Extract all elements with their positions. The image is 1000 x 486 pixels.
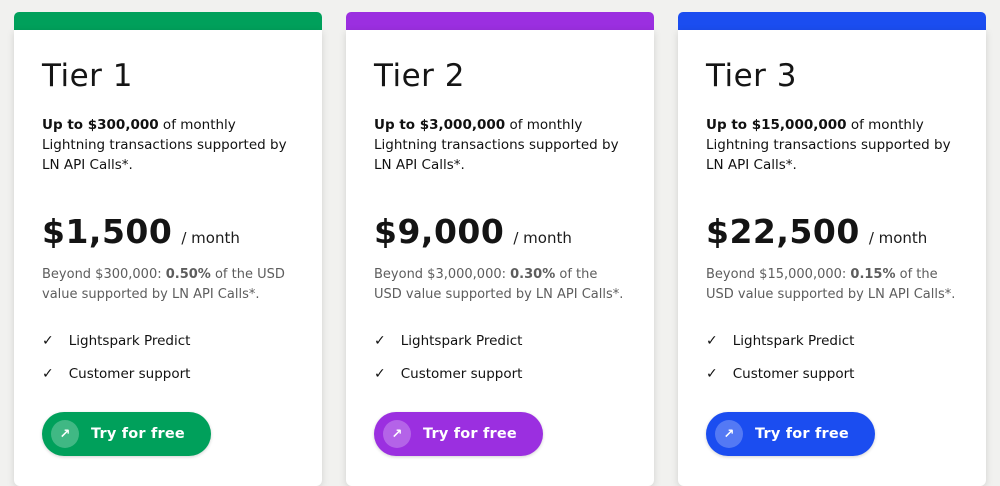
arrow-up-right-icon: ↗ [383, 420, 411, 449]
tier-accent-bar [678, 12, 986, 30]
price-line: $1,500 / month [42, 212, 294, 251]
pricing-card: Tier 2 Up to $3,000,000 of monthly Light… [346, 30, 654, 486]
cta-label: Try for free [91, 426, 185, 443]
price-amount: $1,500 [42, 211, 173, 251]
check-icon: ✓ [42, 366, 54, 383]
try-for-free-button[interactable]: ↗ Try for free [42, 412, 211, 457]
overage-note: Beyond $15,000,000: 0.15% of the USD val… [706, 265, 958, 305]
cta-label: Try for free [423, 426, 517, 443]
check-icon: ✓ [42, 333, 54, 350]
tier-description: Up to $300,000 of monthly Lightning tran… [42, 116, 294, 176]
pricing-column-tier-1: Tier 1 Up to $300,000 of monthly Lightni… [14, 12, 322, 486]
pricing-table: Tier 1 Up to $300,000 of monthly Lightni… [14, 12, 986, 486]
overage-rate: 0.50% [165, 266, 211, 282]
feature-item: ✓ Customer support [706, 366, 958, 382]
tier-description: Up to $15,000,000 of monthly Lightning t… [706, 116, 958, 176]
pricing-card: Tier 1 Up to $300,000 of monthly Lightni… [14, 30, 322, 486]
overage-note: Beyond $300,000: 0.50% of the USD value … [42, 265, 294, 305]
pricing-column-tier-2: Tier 2 Up to $3,000,000 of monthly Light… [346, 12, 654, 486]
price-period: / month [513, 228, 572, 247]
check-icon: ✓ [706, 333, 718, 350]
pricing-column-tier-3: Tier 3 Up to $15,000,000 of monthly Ligh… [678, 12, 986, 486]
price-line: $22,500 / month [706, 212, 958, 251]
tier-limit: Up to $3,000,000 [374, 117, 506, 133]
try-for-free-button[interactable]: ↗ Try for free [706, 412, 875, 457]
tier-limit: Up to $300,000 [42, 117, 159, 133]
feature-label: Lightspark Predict [732, 333, 855, 350]
feature-list: ✓ Lightspark Predict ✓ Customer support [374, 333, 626, 382]
price-period: / month [181, 228, 240, 247]
arrow-up-right-icon: ↗ [715, 420, 743, 449]
feature-item: ✓ Lightspark Predict [706, 333, 958, 349]
tier-limit: Up to $15,000,000 [706, 117, 847, 133]
price-amount: $22,500 [706, 211, 860, 251]
tier-description-text: of monthly Lightning transactions suppor… [42, 117, 287, 173]
overage-pre: Beyond $300,000: [42, 266, 166, 282]
feature-label: Customer support [732, 366, 855, 383]
tier-title: Tier 2 [374, 58, 465, 94]
price-period: / month [868, 228, 928, 247]
feature-label: Lightspark Predict [68, 333, 191, 350]
tier-description-text: of monthly Lightning transactions suppor… [374, 117, 619, 173]
pricing-card: Tier 3 Up to $15,000,000 of monthly Ligh… [678, 30, 986, 486]
tier-title: Tier 3 [706, 58, 797, 94]
feature-list: ✓ Lightspark Predict ✓ Customer support [42, 333, 294, 382]
tier-title: Tier 1 [42, 58, 133, 94]
overage-rate: 0.15% [850, 266, 896, 282]
feature-item: ✓ Lightspark Predict [42, 333, 294, 349]
overage-post: of the USD value supported by LN API Cal… [706, 266, 956, 303]
check-icon: ✓ [706, 366, 718, 383]
tier-accent-bar [14, 12, 322, 30]
overage-note: Beyond $3,000,000: 0.30% of the USD valu… [374, 265, 626, 305]
overage-post: of the USD value supported by LN API Cal… [374, 266, 624, 303]
overage-pre: Beyond $3,000,000: [374, 266, 511, 282]
overage-pre: Beyond $15,000,000: [706, 266, 851, 282]
tier-accent-bar [346, 12, 654, 30]
tier-description: Up to $3,000,000 of monthly Lightning tr… [374, 116, 626, 176]
feature-item: ✓ Customer support [374, 366, 626, 382]
feature-label: Customer support [68, 366, 191, 383]
feature-item: ✓ Lightspark Predict [374, 333, 626, 349]
price-amount: $9,000 [374, 211, 505, 251]
arrow-up-right-icon: ↗ [51, 420, 79, 449]
feature-label: Lightspark Predict [400, 333, 523, 350]
feature-item: ✓ Customer support [42, 366, 294, 382]
overage-post: of the USD value supported by LN API Cal… [42, 266, 285, 303]
feature-label: Customer support [400, 366, 523, 383]
feature-list: ✓ Lightspark Predict ✓ Customer support [706, 333, 958, 382]
price-line: $9,000 / month [374, 212, 626, 251]
check-icon: ✓ [374, 366, 386, 383]
tier-description-text: of monthly Lightning transactions suppor… [706, 117, 951, 173]
cta-label: Try for free [755, 426, 849, 443]
check-icon: ✓ [374, 333, 386, 350]
overage-rate: 0.30% [510, 266, 556, 282]
try-for-free-button[interactable]: ↗ Try for free [374, 412, 543, 457]
